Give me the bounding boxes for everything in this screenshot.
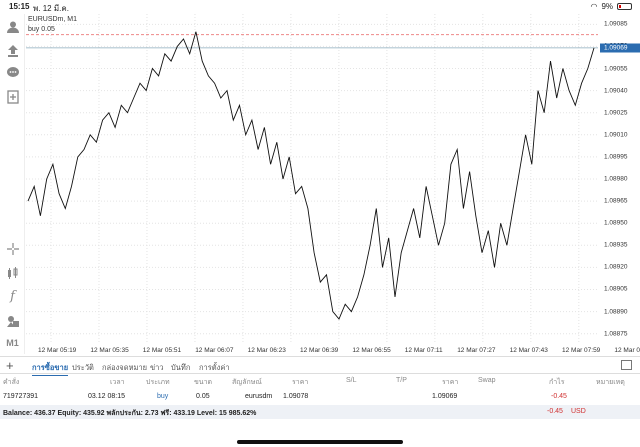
x-tick-label: 12 Mar 06:39 xyxy=(300,347,339,354)
chart-grid xyxy=(26,14,598,344)
col-time: เวลา xyxy=(110,379,125,386)
balance-text: Balance: 436.37 Equity: 435.92 พลักประกั… xyxy=(3,410,257,417)
col-sl: S/L xyxy=(346,377,357,384)
indicators-icon[interactable]: f xyxy=(10,289,15,304)
y-tick-label: 1.09085 xyxy=(604,20,628,28)
y-tick-label: 1.08875 xyxy=(604,330,628,338)
objects-icon[interactable] xyxy=(4,312,21,329)
y-tick-label: 1.08995 xyxy=(604,153,628,161)
add-icon[interactable]: + xyxy=(6,358,14,373)
orders-header: คำสั่ง เวลา ประเภท ขนาด สัญลักษณ์ ราคา S… xyxy=(0,374,640,388)
tab-settings[interactable]: การตั้งค่า xyxy=(199,363,230,372)
timeframe-button[interactable]: M1 xyxy=(6,337,19,348)
order-line-label: buy 0.05 xyxy=(28,26,55,33)
battery-percent: 9% xyxy=(601,2,613,11)
col-price: ราคา xyxy=(292,379,309,386)
order-open-price: 1.09078 xyxy=(283,393,309,400)
col-current-price: ราคา xyxy=(442,379,459,386)
time-axis: 12 Mar 05:19 12 Mar 05:35 12 Mar 05:51 12 M… xyxy=(26,344,640,356)
col-symbol: สัญลักษณ์ xyxy=(232,379,262,386)
chart-type-icon[interactable] xyxy=(4,264,21,281)
y-tick-label: 1.08980 xyxy=(604,175,628,183)
battery-icon xyxy=(617,3,632,10)
chart-symbol: EURUSDm, M1 xyxy=(28,16,78,23)
x-tick-label: 12 Mar 07:11 xyxy=(404,347,443,354)
y-tick-label: 1.08950 xyxy=(604,219,628,227)
price-axis: 1.090851.090701.090551.090401.090251.090… xyxy=(600,14,640,344)
status-right: ◠ 9% xyxy=(590,2,632,11)
layout-icon[interactable] xyxy=(621,360,632,370)
x-tick-label: 12 Mar 07:43 xyxy=(509,347,548,354)
price-series-line xyxy=(27,31,595,320)
status-bar: 15:15 พ. 12 มี.ค. ◠ 9% xyxy=(0,0,640,14)
y-tick-label: 1.08965 xyxy=(604,197,628,205)
x-tick-label: 12 Mar 06:07 xyxy=(195,347,234,354)
x-tick-label: 12 Mar 06:23 xyxy=(247,347,286,354)
order-ticket: 719727391 xyxy=(3,393,39,400)
current-price-badge: 1.09069 xyxy=(600,43,640,53)
tab-trade[interactable]: การซื้อขาย xyxy=(32,362,69,376)
y-tick-label: 1.08890 xyxy=(604,308,628,316)
x-tick-label: 12 Mar 06:55 xyxy=(352,347,391,354)
order-time: 03.12 08:15 xyxy=(88,393,125,400)
x-tick-label: 12 Mar 07:59 xyxy=(562,347,601,354)
order-row[interactable]: 719727391 03.12 08:15 buy 0.05 eurusdm 1… xyxy=(0,390,640,404)
left-toolbar: f M1 xyxy=(0,14,25,354)
x-tick-label: 12 Mar 07:27 xyxy=(457,347,496,354)
col-swap: Swap xyxy=(478,377,496,384)
order-current-price: 1.09069 xyxy=(432,393,458,400)
x-tick-label: 12 Mar 05:35 xyxy=(90,347,129,354)
account-icon[interactable] xyxy=(4,18,21,35)
total-profit: -0.45 xyxy=(547,408,563,415)
balance-bar: Balance: 436.37 Equity: 435.92 พลักประกั… xyxy=(0,405,640,419)
profit-currency: USD xyxy=(571,408,586,415)
y-tick-label: 1.08920 xyxy=(604,263,628,271)
col-tp: T/P xyxy=(396,377,407,384)
col-comment: หมายเหตุ xyxy=(596,379,625,386)
new-document-icon[interactable] xyxy=(4,88,21,105)
order-type: buy xyxy=(157,393,169,400)
price-chart[interactable] xyxy=(26,14,598,344)
y-tick-label: 1.09010 xyxy=(604,131,628,139)
col-type: ประเภท xyxy=(146,379,170,386)
chart-header: EURUSDm, M1 buy 0.05 xyxy=(28,15,77,35)
tab-journal[interactable]: บันทึก xyxy=(171,363,191,372)
wifi-icon: ◠ xyxy=(590,2,598,11)
chat-icon[interactable] xyxy=(4,64,21,81)
x-tick-label: 12 Mar 05:51 xyxy=(142,347,182,354)
x-tick-label: 12 Mar 05:19 xyxy=(38,347,77,354)
col-volume: ขนาด xyxy=(194,379,213,386)
order-symbol: eurusdm xyxy=(245,393,273,400)
status-time: 15:15 xyxy=(9,2,30,11)
status-date: พ. 12 มี.ค. xyxy=(33,4,69,13)
y-tick-label: 1.09055 xyxy=(604,65,628,72)
crosshair-icon[interactable] xyxy=(4,240,21,257)
trade-icon[interactable] xyxy=(4,42,21,59)
y-tick-label: 1.08935 xyxy=(604,241,628,249)
y-tick-label: 1.09040 xyxy=(604,87,628,95)
tab-mailbox[interactable]: กล่องจดหมาย xyxy=(102,363,148,372)
col-profit: กำไร xyxy=(549,379,565,386)
tab-news[interactable]: ข่าว xyxy=(150,363,164,372)
y-tick-label: 1.08905 xyxy=(604,285,628,293)
y-tick-label: 1.09025 xyxy=(604,109,628,117)
order-volume: 0.05 xyxy=(196,393,210,400)
terminal-tabs: + การซื้อขาย ประวัติ กล่องจดหมาย ข่าว บั… xyxy=(0,356,640,376)
x-tick-label: 12 Mar 08:15 xyxy=(614,347,640,354)
home-indicator xyxy=(237,440,403,444)
tab-history[interactable]: ประวัติ xyxy=(72,363,94,372)
col-ticket: คำสั่ง xyxy=(3,379,20,386)
order-profit: -0.45 xyxy=(551,393,567,400)
